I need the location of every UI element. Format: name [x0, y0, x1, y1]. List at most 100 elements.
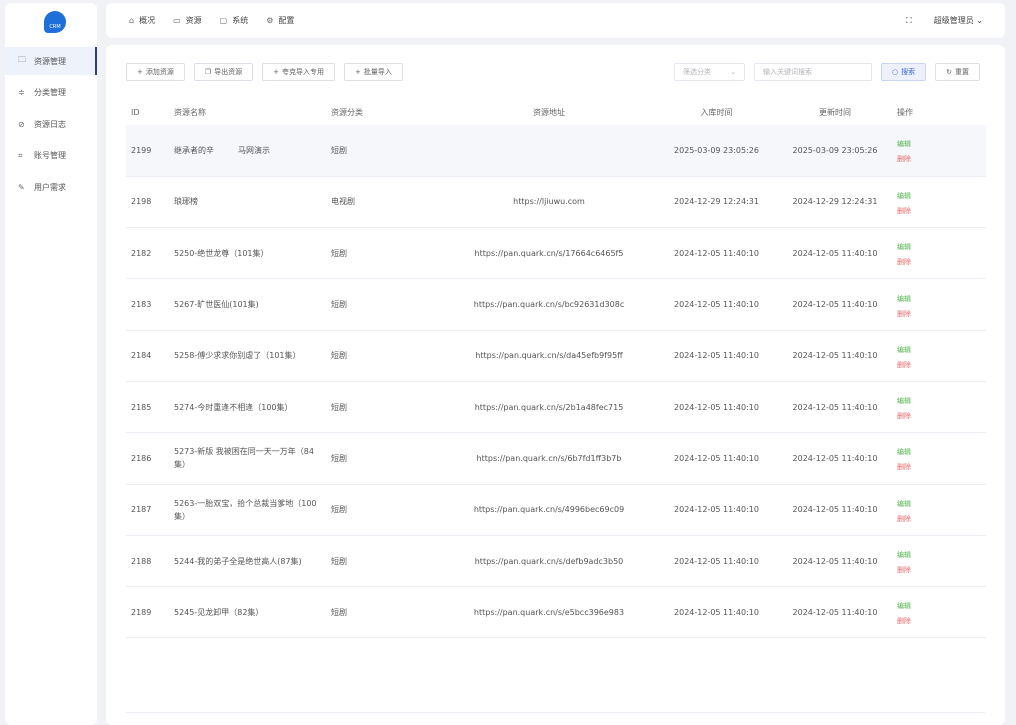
copy-icon: ❐ [204, 68, 212, 76]
column-header: 操作 [897, 108, 913, 117]
cell-id: 2198 [126, 176, 174, 229]
main-panel: + 添加资源 ❐ 导出资源 + 夸克导入专用 + 批量导入 筛选分类 ⌄ 输入关键… [106, 45, 1005, 725]
column-header: ID [131, 108, 140, 117]
refresh-icon: ↻ [946, 68, 952, 76]
cell-up: 2024-12-05 11:40:10 [776, 432, 894, 485]
search-button[interactable]: ○ 搜索 [881, 63, 927, 81]
sidebar-item-label: 账号管理 [34, 151, 66, 160]
table-row: 2188 5244-我的弟子全是绝世高人(87集) 短剧 https://pan.qu… [126, 535, 986, 588]
edit-link[interactable]: 编辑 [897, 448, 911, 457]
edit-link[interactable]: 编辑 [897, 243, 911, 252]
fullscreen-icon[interactable]: ⛶ [906, 15, 912, 25]
add-resource-button[interactable]: + 添加资源 [126, 63, 185, 81]
sidebar: CRM 🗀 资源管理 ≑ 分类管理 ⊘ 资源日志 ⌗ 账号管理 ✎ 用户需求 [5, 3, 97, 725]
sidebar-item-3[interactable]: ⌗ 账号管理 [5, 142, 97, 170]
label: 夸克导入专用 [282, 68, 325, 76]
batch-import-button[interactable]: + 批量导入 [344, 63, 403, 81]
sidebar-item-4[interactable]: ✎ 用户需求 [5, 173, 97, 201]
sliders-icon: ≑ [18, 88, 25, 97]
resource-table: ID 资源名称 资源分类 资源地址 入库时间 更新时间 操作 2199 继承者的辛 马网演示短… [126, 100, 986, 639]
delete-link[interactable]: 删除 [897, 514, 911, 523]
edit-link[interactable]: 编辑 [897, 499, 911, 508]
cell-id: 2187 [126, 484, 174, 536]
delete-link[interactable]: 删除 [897, 566, 911, 575]
column-header: 入库时间 [700, 108, 733, 117]
sidebar-item-1[interactable]: ≑ 分类管理 [5, 79, 97, 107]
logo[interactable]: CRM [44, 11, 66, 33]
cell-cat: 短剧 [331, 381, 441, 434]
sidebar-item-2[interactable]: ⊘ 资源日志 [5, 110, 97, 138]
edit-link[interactable]: 编辑 [897, 602, 911, 611]
table-row: 2189 5245-见龙卸甲（82集） 短剧 https://pan.quark.cn… [126, 586, 986, 639]
cell-name: 5263-一胎双宝，拾个总裁当爹地（100集） [174, 484, 331, 536]
edit-link[interactable]: 编辑 [897, 551, 911, 560]
cell-in: 2024-12-05 11:40:10 [657, 330, 776, 382]
cell-in: 2025-03-09 23:05:26 [657, 125, 776, 177]
tab-label: 资源 [185, 16, 202, 25]
cell-url: https://pan.quark.cn/s/2b1a48fec715 [441, 381, 657, 434]
delete-link[interactable]: 删除 [897, 360, 911, 369]
edit-link[interactable]: 编辑 [897, 191, 911, 200]
cell-url: https://pan.quark.cn/s/bc92631d308c [441, 278, 657, 331]
label: 导出资源 [214, 68, 243, 76]
delete-link[interactable]: 删除 [897, 206, 911, 215]
cell-cat: 短剧 [331, 278, 441, 331]
quark-import-button[interactable]: + 夸克导入专用 [262, 63, 336, 81]
user-menu[interactable]: 超级管理员 ⌄ [933, 16, 983, 25]
delete-link[interactable]: 删除 [897, 258, 911, 267]
label: 批量导入 [363, 68, 392, 76]
cell-name: 5267-旷世医仙(101集) [174, 278, 331, 331]
table-row: 2186 5273-新版 我被困在同一天一万年（84集） 短剧 https://pan… [126, 432, 986, 485]
cell-in: 2024-12-05 11:40:10 [657, 535, 776, 588]
tab-label: 配置 [278, 16, 295, 25]
cell-up: 2024-12-05 11:40:10 [776, 330, 894, 382]
edit-link[interactable]: 编辑 [897, 397, 911, 406]
cell-id: 2188 [126, 535, 174, 588]
cell-in: 2024-12-05 11:40:10 [657, 381, 776, 434]
chevron-down-icon: ⌄ [730, 68, 737, 76]
box-icon: ▭ [173, 16, 181, 25]
category-select[interactable]: 筛选分类 ⌄ [674, 63, 746, 81]
delete-link[interactable]: 删除 [897, 463, 911, 472]
cell-up: 2024-12-29 12:24:31 [776, 176, 894, 229]
cell-url: https://pan.quark.cn/s/6b7fd1ff3b7b [441, 432, 657, 485]
table-row: 2199 继承者的辛 马网演示 短剧 2025-03-09 23:05:26 2025-… [126, 125, 986, 177]
sidebar-item-label: 分类管理 [34, 88, 66, 97]
delete-link[interactable]: 删除 [897, 155, 911, 164]
table-row: 2187 5263-一胎双宝，拾个总裁当爹地（100集） 短剧 https://pan… [126, 484, 986, 536]
top-nav: ⌂ 概况 ▭ 资源 ▢ 系统 ⚙ 配置 ⛶ 超级管理员 ⌄ [106, 3, 1005, 38]
delete-link[interactable]: 删除 [897, 412, 911, 421]
edit-link[interactable]: 编辑 [897, 140, 911, 149]
table-row: 2183 5267-旷世医仙(101集) 短剧 https://pan.quark.c… [126, 278, 986, 331]
tab-label: 概况 [139, 16, 156, 25]
cell-id: 2186 [126, 432, 174, 485]
sidebar-item-0[interactable]: 🗀 资源管理 [5, 47, 97, 75]
tab-1[interactable]: ▭ 资源 [173, 15, 202, 26]
home-icon: ⌂ [129, 16, 135, 25]
reset-button[interactable]: ↻ 重置 [935, 63, 980, 81]
delete-link[interactable]: 删除 [897, 617, 911, 626]
sidebar-item-label: 资源管理 [34, 56, 66, 66]
cell-id: 2182 [126, 227, 174, 280]
column-header: 资源地址 [533, 108, 565, 117]
tab-2[interactable]: ▢ 系统 [220, 15, 249, 26]
cell-url: https://pan.quark.cn/s/4996bec69c09 [441, 484, 657, 536]
edit-link[interactable]: 编辑 [897, 345, 911, 354]
cell-in: 2024-12-05 11:40:10 [657, 484, 776, 536]
keyword-search-input[interactable]: 输入关键词搜索 [754, 63, 873, 81]
cell-up: 2024-12-05 11:40:10 [776, 278, 894, 331]
tab-label: 系统 [232, 16, 249, 25]
sidebar-nav: 🗀 资源管理 ≑ 分类管理 ⊘ 资源日志 ⌗ 账号管理 ✎ 用户需求 [5, 47, 97, 205]
cell-name: 5258-傅少求求你别虐了（101集） [174, 330, 331, 382]
tab-0[interactable]: ⌂ 概况 [129, 15, 155, 26]
export-resource-button[interactable]: ❐ 导出资源 [193, 63, 254, 81]
cell-cat: 短剧 [331, 535, 441, 588]
edit-link[interactable]: 编辑 [897, 294, 911, 303]
label: 重置 [955, 68, 969, 76]
cell-cat: 短剧 [331, 484, 441, 536]
tab-3[interactable]: ⚙ 配置 [266, 15, 294, 26]
cell-name: 继承者的辛 马网演示 [174, 125, 331, 177]
cell-cat: 电视剧 [331, 176, 441, 229]
cell-cat: 短剧 [331, 227, 441, 280]
delete-link[interactable]: 删除 [897, 309, 911, 318]
